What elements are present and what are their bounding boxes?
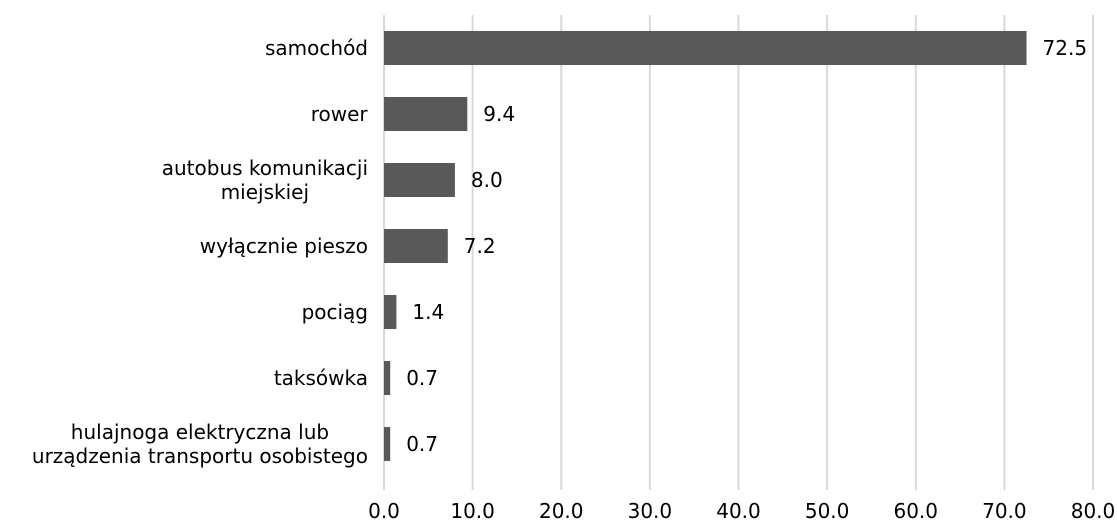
category-label-line: samochód (265, 36, 368, 60)
category-label: rower (311, 102, 369, 126)
x-tick-label: 0.0 (368, 499, 400, 522)
data-label: 0.7 (406, 432, 438, 456)
category-label-line: pociąg (302, 300, 368, 324)
data-label: 72.5 (1043, 36, 1088, 60)
bar (384, 427, 391, 461)
category-label-line: taksówka (274, 366, 368, 390)
data-label: 0.7 (406, 366, 438, 390)
category-label: pociąg (302, 300, 368, 324)
gridlines (383, 15, 1094, 490)
bar (384, 361, 391, 395)
category-label-line: wyłącznie pieszo (200, 234, 368, 258)
bar (384, 163, 455, 197)
category-label: samochód (265, 36, 368, 60)
x-tick-label: 10.0 (450, 499, 495, 522)
data-label: 9.4 (483, 102, 515, 126)
category-label-line: rower (311, 102, 369, 126)
category-label: autobus komunikacji miejskiej (162, 156, 368, 204)
category-label: wyłącznie pieszo (200, 234, 368, 258)
bar (384, 229, 448, 263)
category-labels: samochód rower autobus komunikacji miejskie… (32, 36, 368, 468)
bars (384, 31, 1027, 461)
category-label-line: miejskiej (221, 180, 309, 204)
value-labels: 72.5 9.4 8.0 7.2 1.4 0.7 0.7 (406, 36, 1087, 456)
data-label: 1.4 (412, 300, 444, 324)
x-tick-label: 80.0 (1071, 499, 1116, 522)
x-tick-label: 70.0 (982, 499, 1027, 522)
x-tick-label: 50.0 (805, 499, 850, 522)
category-label: hulajnoga elektryczna lub urządzenia tran… (32, 420, 368, 468)
x-tick-label: 20.0 (539, 499, 584, 522)
category-label: taksówka (274, 366, 368, 390)
data-label: 7.2 (464, 234, 496, 258)
category-label-line: hulajnoga elektryczna lub (71, 420, 329, 444)
bar (384, 295, 397, 329)
bar (384, 97, 468, 131)
category-label-line: autobus komunikacji (162, 156, 368, 180)
x-axis-tick-labels: 0.0 10.0 20.0 30.0 40.0 50.0 60.0 70.0 80.0 (368, 499, 1115, 522)
x-tick-label: 40.0 (716, 499, 761, 522)
bar (384, 31, 1027, 65)
x-tick-label: 30.0 (628, 499, 673, 522)
x-tick-label: 60.0 (893, 499, 938, 522)
category-label-line: urządzenia transportu osobistego (32, 444, 368, 468)
data-label: 8.0 (471, 168, 503, 192)
